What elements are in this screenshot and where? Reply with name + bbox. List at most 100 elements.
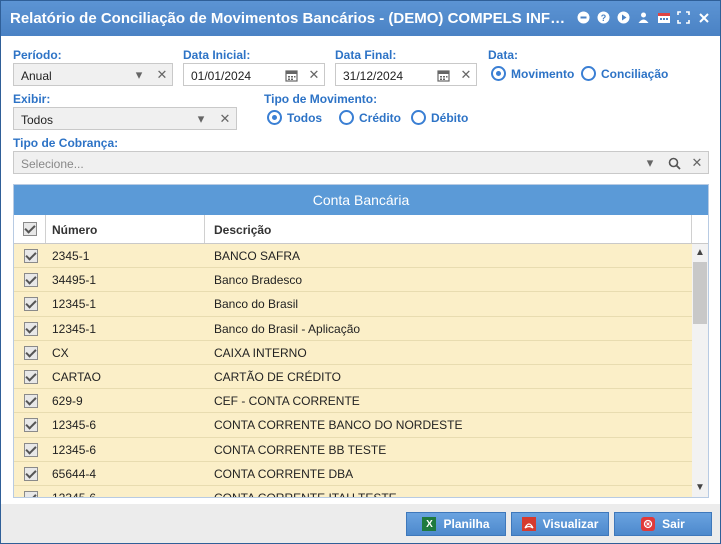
search-icon[interactable]: [666, 155, 682, 171]
row-checkbox[interactable]: [24, 345, 38, 360]
row-checkbox[interactable]: [24, 442, 38, 457]
calendar-icon[interactable]: [283, 67, 299, 83]
calendar-icon[interactable]: [655, 9, 672, 26]
radio-button[interactable]: [581, 66, 596, 81]
cell-descricao: Banco Bradesco: [214, 273, 303, 288]
table-row[interactable]: 12345-6 CONTA CORRENTE BB TESTE: [14, 437, 692, 462]
cell-numero: 12345-6: [52, 442, 97, 457]
grid-rows: 2345-1 BANCO SAFRA 34495-1 Banco Bradesco 12…: [14, 244, 692, 497]
form-body: Período: Anual ▾ ✕ Data Inicial: 01/01/2…: [1, 36, 720, 504]
scroll-up-icon[interactable]: ▲: [695, 247, 705, 258]
cell-numero: CX: [52, 345, 69, 360]
radio-button[interactable]: [411, 110, 426, 125]
scroll-down-icon[interactable]: ▼: [695, 482, 705, 493]
chevron-down-icon[interactable]: ▾: [197, 111, 205, 126]
exibir-select[interactable]: Todos ▾ ✕: [13, 107, 237, 130]
data-inicial-field[interactable]: 01/01/2024 ✕: [183, 63, 325, 86]
radio-movimento[interactable]: Movimento: [491, 66, 574, 81]
row-checkbox[interactable]: [24, 490, 38, 497]
table-row[interactable]: 12345-1 Banco do Brasil: [14, 292, 692, 317]
select-all-checkbox[interactable]: [23, 222, 37, 236]
clear-icon[interactable]: ✕: [460, 67, 472, 82]
row-checkbox[interactable]: [24, 466, 38, 481]
radio-tipo-credito-label: Crédito: [359, 110, 401, 125]
row-checkbox-cell: [24, 321, 38, 336]
maximize-icon[interactable]: [675, 9, 692, 26]
play-icon[interactable]: [615, 9, 632, 26]
row-checkbox-cell: [24, 442, 38, 457]
row-checkbox-cell: [24, 249, 38, 263]
tipo-cobranca-label: Tipo de Cobrança:: [13, 136, 119, 150]
row-checkbox[interactable]: [24, 418, 38, 433]
table-row[interactable]: 65644-4 CONTA CORRENTE DBA: [14, 461, 692, 486]
planilha-button[interactable]: X Planilha: [406, 512, 506, 536]
row-checkbox[interactable]: [24, 394, 38, 409]
radio-tipo-todos[interactable]: Todos: [267, 110, 322, 125]
close-icon[interactable]: [695, 9, 712, 26]
cell-descricao: CEF - CONTA CORRENTE: [214, 394, 360, 409]
cell-descricao: CONTA CORRENTE ITAU TESTE: [214, 491, 397, 497]
data-final-field[interactable]: 31/12/2024 ✕: [335, 63, 477, 86]
row-checkbox[interactable]: [24, 297, 38, 312]
column-header-numero[interactable]: Número: [52, 223, 98, 237]
calendar-icon[interactable]: [435, 67, 451, 83]
table-row[interactable]: 12345-6 CONTA CORRENTE ITAU TESTE: [14, 485, 692, 497]
cell-descricao: BANCO SAFRA: [214, 249, 301, 263]
chevron-down-icon[interactable]: ▾: [135, 67, 143, 82]
radio-button[interactable]: [339, 110, 354, 125]
radio-tipo-debito[interactable]: Débito: [411, 110, 468, 125]
table-row[interactable]: 629-9 CEF - CONTA CORRENTE: [14, 389, 692, 414]
clear-icon[interactable]: ✕: [156, 67, 168, 82]
periodo-label: Período:: [13, 48, 62, 62]
row-checkbox[interactable]: [24, 321, 38, 336]
table-row[interactable]: CX CAIXA INTERNO: [14, 340, 692, 365]
table-row[interactable]: CARTAO CARTÃO DE CRÉDITO: [14, 364, 692, 390]
column-divider: [691, 215, 692, 243]
exibir-label: Exibir:: [13, 92, 51, 106]
tipo-cobranca-select[interactable]: Selecione... ▾ ✕: [13, 151, 709, 174]
table-row[interactable]: 34495-1 Banco Bradesco: [14, 268, 692, 293]
row-checkbox[interactable]: [24, 369, 38, 384]
row-checkbox-cell: [24, 394, 38, 409]
clear-icon[interactable]: ✕: [691, 155, 703, 170]
cell-numero: 12345-6: [52, 491, 96, 497]
visualizar-label: Visualizar: [542, 517, 599, 531]
column-header-descricao[interactable]: Descrição: [214, 223, 272, 237]
data-label: Data:: [488, 48, 519, 62]
radio-button[interactable]: [267, 110, 282, 125]
exit-icon: [641, 517, 656, 531]
cell-numero: 65644-4: [52, 466, 97, 481]
visualizar-button[interactable]: Visualizar: [511, 512, 609, 536]
radio-tipo-debito-label: Débito: [431, 110, 469, 125]
radio-conciliacao[interactable]: Conciliação: [581, 66, 668, 81]
row-checkbox-cell: [24, 345, 38, 360]
cell-descricao: CAIXA INTERNO: [214, 345, 307, 360]
scroll-thumb[interactable]: [693, 262, 707, 324]
row-checkbox-cell: [24, 369, 38, 384]
cell-descricao: Banco do Brasil: [214, 297, 299, 312]
clear-icon[interactable]: ✕: [308, 67, 320, 82]
data-inicial-label: Data Inicial:: [183, 48, 251, 62]
sair-label: Sair: [662, 517, 685, 531]
radio-tipo-credito[interactable]: Crédito: [339, 110, 401, 125]
vertical-scrollbar[interactable]: ▲ ▼: [692, 244, 708, 497]
sair-button[interactable]: Sair: [614, 512, 712, 536]
row-checkbox[interactable]: [24, 249, 38, 263]
table-row[interactable]: 2345-1 BANCO SAFRA: [14, 244, 692, 269]
user-icon[interactable]: [635, 9, 652, 26]
column-divider: [204, 215, 205, 243]
row-checkbox[interactable]: [24, 273, 38, 288]
radio-conciliacao-label: Conciliação: [601, 66, 669, 81]
table-row[interactable]: 12345-1 Banco do Brasil - Aplicação: [14, 316, 692, 341]
select-all-cell: [14, 215, 46, 243]
radio-button[interactable]: [491, 66, 506, 81]
periodo-select[interactable]: Anual ▾ ✕: [13, 63, 173, 86]
table-row[interactable]: 12345-6 CONTA CORRENTE BANCO DO NORDESTE: [14, 413, 692, 438]
tipo-movimento-label: Tipo de Movimento:: [264, 92, 378, 106]
clear-icon[interactable]: ✕: [219, 111, 231, 126]
cell-descricao: CONTA CORRENTE BANCO DO NORDESTE: [214, 418, 463, 433]
help-icon[interactable]: ?: [595, 9, 612, 26]
chevron-down-icon[interactable]: ▾: [646, 155, 654, 170]
minimize-icon[interactable]: [575, 9, 592, 26]
